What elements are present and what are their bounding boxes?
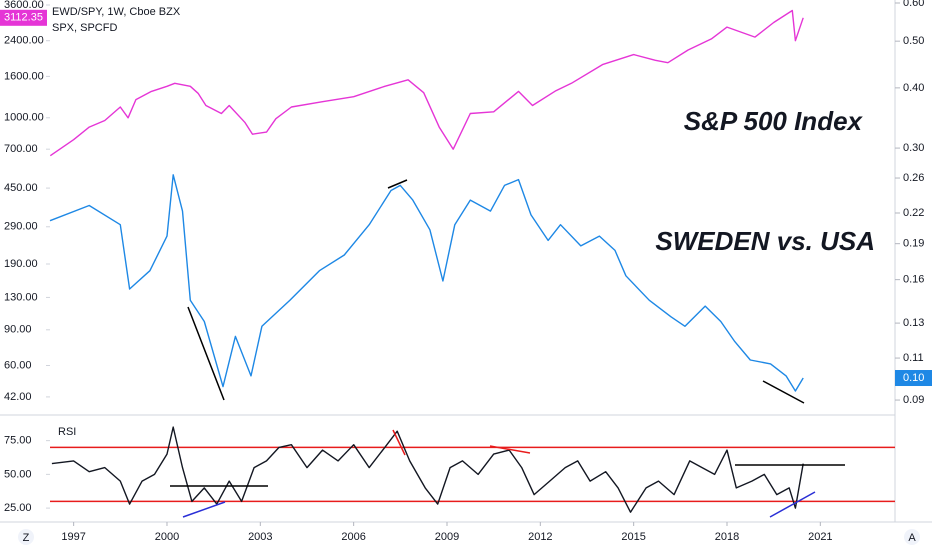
trend-line: [187, 306, 225, 401]
rsi-title: RSI: [58, 426, 76, 438]
y-tick-label: 25.00: [4, 502, 32, 514]
y-tick-label: 130.00: [4, 291, 38, 303]
trend-line: [762, 380, 805, 404]
last-value-label: 3112.35: [4, 12, 43, 24]
x-tick-label: 2021: [808, 531, 832, 543]
last-value-label: 0.10: [903, 372, 924, 384]
x-tick-label: 2000: [155, 531, 179, 543]
badge-bg: [18, 529, 34, 545]
last-value-box: [895, 370, 932, 387]
trend-line: [387, 179, 408, 189]
annotation: SWEDEN vs. USA: [655, 226, 875, 256]
y2-tick-label: 0.19: [903, 238, 924, 250]
badge[interactable]: A: [908, 532, 916, 544]
x-tick-label: 1997: [61, 531, 85, 543]
x-tick-label: 2015: [621, 531, 645, 543]
y-tick-label: 75.00: [4, 435, 32, 447]
badge[interactable]: Z: [23, 532, 30, 544]
y2-tick-label: 0.60: [903, 0, 924, 9]
plot-area: [49, 9, 895, 513]
y2-tick-label: 0.16: [903, 274, 924, 286]
x-tick-label: 2012: [528, 531, 552, 543]
y2-tick-label: 0.22: [903, 207, 924, 219]
x-tick-label: 2006: [341, 531, 365, 543]
legend-spx: SPX, SPCFD: [52, 22, 117, 34]
y-tick-label: 3600.00: [4, 0, 44, 11]
y-tick-label: 2400.00: [4, 35, 44, 47]
y-tick-label: 290.00: [4, 221, 38, 233]
y-tick-label: 60.00: [4, 359, 32, 371]
trend-lines: [170, 179, 845, 518]
series-line: [51, 426, 804, 513]
trend-line: [182, 501, 226, 518]
x-tick-label: 2003: [248, 531, 272, 543]
y2-tick-label: 0.11: [903, 352, 924, 364]
trend-line: [769, 491, 816, 518]
y-tick-label: 450.00: [4, 182, 38, 194]
series-line: [49, 9, 804, 157]
trend-line: [392, 429, 406, 456]
y-tick-label: 90.00: [4, 324, 32, 336]
legend-main: EWD/SPY, 1W, Cboe BZX: [52, 6, 181, 18]
y2-tick-label: 0.50: [903, 35, 924, 47]
y2-tick-label: 0.26: [903, 172, 924, 184]
y-tick-label: 700.00: [4, 143, 38, 155]
y-tick-label: 190.00: [4, 258, 38, 270]
annotation: S&P 500 Index: [684, 106, 864, 136]
y2-tick-label: 0.40: [903, 82, 924, 94]
y-tick-label: 1600.00: [4, 70, 44, 82]
y-tick-label: 42.00: [4, 391, 32, 403]
trend-line: [489, 445, 531, 454]
x-tick-label: 2018: [715, 531, 739, 543]
y-tick-label: 1000.00: [4, 112, 44, 124]
series-line: [49, 174, 804, 392]
y-tick-label: 50.00: [4, 468, 32, 480]
last-value-box: [0, 9, 47, 26]
y2-tick-label: 0.13: [903, 317, 924, 329]
x-tick-label: 2009: [435, 531, 459, 543]
badge-bg: [904, 529, 920, 545]
y2-tick-label: 0.09: [903, 394, 924, 406]
y2-tick-label: 0.30: [903, 142, 924, 154]
